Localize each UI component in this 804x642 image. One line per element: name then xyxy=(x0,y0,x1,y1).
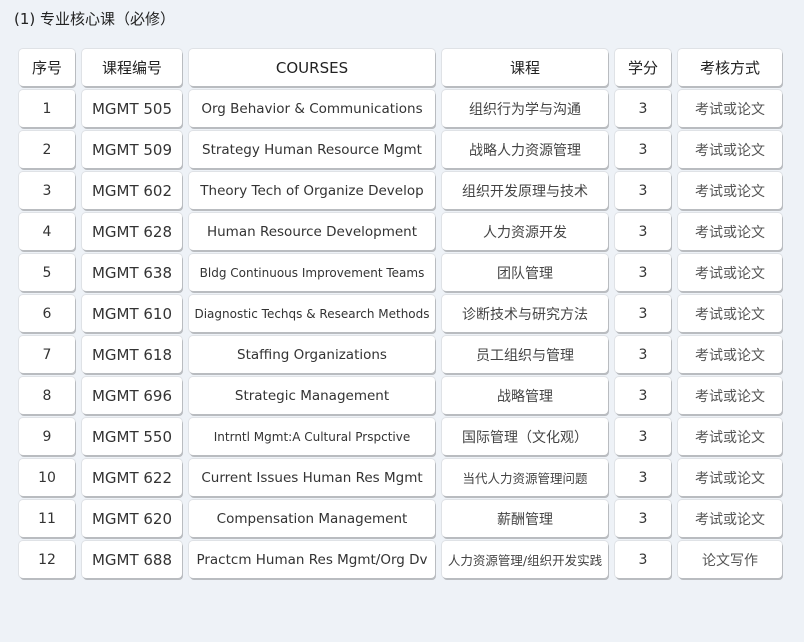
cell-course-en: Current Issues Human Res Mgmt xyxy=(189,459,435,496)
table-row: 9 MGMT 550 Intrntl Mgmt:A Cultural Prspcti… xyxy=(19,418,782,455)
cell-credits: 3 xyxy=(615,377,671,414)
cell-index: 7 xyxy=(19,336,75,373)
cell-index: 12 xyxy=(19,541,75,578)
cell-assessment: 考试或论文 xyxy=(678,90,782,127)
header-index: 序号 xyxy=(19,49,75,86)
cell-course-cn: 薪酬管理 xyxy=(442,500,608,537)
table-row: 7 MGMT 618 Staffing Organizations 员工组织与管理 3 考… xyxy=(19,336,782,373)
cell-course-code: MGMT 509 xyxy=(82,131,182,168)
cell-credits: 3 xyxy=(615,336,671,373)
cell-index: 9 xyxy=(19,418,75,455)
cell-index: 6 xyxy=(19,295,75,332)
cell-course-cn: 诊断技术与研究方法 xyxy=(442,295,608,332)
cell-credits: 3 xyxy=(615,172,671,209)
cell-assessment: 论文写作 xyxy=(678,541,782,578)
cell-course-en: Diagnostic Techqs & Research Methods xyxy=(189,295,435,332)
table-row: 1 MGMT 505 Org Behavior & Communications 组织… xyxy=(19,90,782,127)
cell-assessment: 考试或论文 xyxy=(678,500,782,537)
cell-assessment: 考试或论文 xyxy=(678,254,782,291)
cell-course-en: Intrntl Mgmt:A Cultural Prspctive xyxy=(189,418,435,455)
cell-course-code: MGMT 696 xyxy=(82,377,182,414)
cell-course-code: MGMT 638 xyxy=(82,254,182,291)
cell-course-cn: 团队管理 xyxy=(442,254,608,291)
cell-credits: 3 xyxy=(615,213,671,250)
cell-course-en: Org Behavior & Communications xyxy=(189,90,435,127)
cell-course-en: Compensation Management xyxy=(189,500,435,537)
cell-course-cn: 人力资源管理/组织开发实践 xyxy=(442,541,608,578)
cell-index: 3 xyxy=(19,172,75,209)
cell-course-code: MGMT 505 xyxy=(82,90,182,127)
cell-credits: 3 xyxy=(615,295,671,332)
cell-credits: 3 xyxy=(615,541,671,578)
cell-index: 1 xyxy=(19,90,75,127)
cell-assessment: 考试或论文 xyxy=(678,131,782,168)
cell-credits: 3 xyxy=(615,459,671,496)
cell-course-code: MGMT 618 xyxy=(82,336,182,373)
cell-assessment: 考试或论文 xyxy=(678,377,782,414)
cell-assessment: 考试或论文 xyxy=(678,336,782,373)
cell-credits: 3 xyxy=(615,500,671,537)
cell-assessment: 考试或论文 xyxy=(678,418,782,455)
table-row: 8 MGMT 696 Strategic Management 战略管理 3 考试或论文 xyxy=(19,377,782,414)
course-table: 序号 课程编号 COURSES 课程 学分 考核方式 1 MGMT 505 Org Behav… xyxy=(12,45,789,582)
table-header-row: 序号 课程编号 COURSES 课程 学分 考核方式 xyxy=(19,49,782,86)
cell-assessment: 考试或论文 xyxy=(678,295,782,332)
cell-course-code: MGMT 622 xyxy=(82,459,182,496)
cell-course-cn: 组织行为学与沟通 xyxy=(442,90,608,127)
cell-index: 10 xyxy=(19,459,75,496)
table-row: 4 MGMT 628 Human Resource Development 人力资源开… xyxy=(19,213,782,250)
table-row: 11 MGMT 620 Compensation Management 薪酬管理 3 考试… xyxy=(19,500,782,537)
cell-index: 11 xyxy=(19,500,75,537)
cell-course-cn: 当代人力资源管理问题 xyxy=(442,459,608,496)
cell-course-en: Strategy Human Resource Mgmt xyxy=(189,131,435,168)
cell-course-code: MGMT 610 xyxy=(82,295,182,332)
cell-course-en: Strategic Management xyxy=(189,377,435,414)
cell-assessment: 考试或论文 xyxy=(678,459,782,496)
table-row: 2 MGMT 509 Strategy Human Resource Mgmt 战略人… xyxy=(19,131,782,168)
header-credits: 学分 xyxy=(615,49,671,86)
cell-course-cn: 组织开发原理与技术 xyxy=(442,172,608,209)
cell-index: 5 xyxy=(19,254,75,291)
cell-index: 4 xyxy=(19,213,75,250)
cell-course-cn: 战略管理 xyxy=(442,377,608,414)
cell-credits: 3 xyxy=(615,131,671,168)
table-row: 6 MGMT 610 Diagnostic Techqs & Research Me… xyxy=(19,295,782,332)
cell-course-cn: 国际管理（文化观） xyxy=(442,418,608,455)
header-assessment: 考核方式 xyxy=(678,49,782,86)
cell-course-en: Bldg Continuous Improvement Teams xyxy=(189,254,435,291)
cell-course-code: MGMT 688 xyxy=(82,541,182,578)
cell-course-cn: 战略人力资源管理 xyxy=(442,131,608,168)
table-row: 3 MGMT 602 Theory Tech of Organize Develop… xyxy=(19,172,782,209)
cell-course-code: MGMT 550 xyxy=(82,418,182,455)
cell-course-code: MGMT 620 xyxy=(82,500,182,537)
cell-course-cn: 员工组织与管理 xyxy=(442,336,608,373)
cell-course-en: Practcm Human Res Mgmt/Org Dv xyxy=(189,541,435,578)
cell-assessment: 考试或论文 xyxy=(678,213,782,250)
cell-assessment: 考试或论文 xyxy=(678,172,782,209)
table-row: 5 MGMT 638 Bldg Continuous Improvement Tea… xyxy=(19,254,782,291)
cell-credits: 3 xyxy=(615,254,671,291)
cell-credits: 3 xyxy=(615,90,671,127)
cell-course-code: MGMT 628 xyxy=(82,213,182,250)
cell-course-en: Human Resource Development xyxy=(189,213,435,250)
cell-index: 2 xyxy=(19,131,75,168)
header-course-code: 课程编号 xyxy=(82,49,182,86)
table-row: 10 MGMT 622 Current Issues Human Res Mgmt 当… xyxy=(19,459,782,496)
cell-course-en: Staffing Organizations xyxy=(189,336,435,373)
cell-course-en: Theory Tech of Organize Develop xyxy=(189,172,435,209)
cell-course-cn: 人力资源开发 xyxy=(442,213,608,250)
cell-course-code: MGMT 602 xyxy=(82,172,182,209)
header-courses-cn: 课程 xyxy=(442,49,608,86)
section-title: (1) 专业核心课（必修） xyxy=(14,10,176,28)
cell-credits: 3 xyxy=(615,418,671,455)
cell-index: 8 xyxy=(19,377,75,414)
header-courses-en: COURSES xyxy=(189,49,435,86)
table-row: 12 MGMT 688 Practcm Human Res Mgmt/Org Dv 人… xyxy=(19,541,782,578)
